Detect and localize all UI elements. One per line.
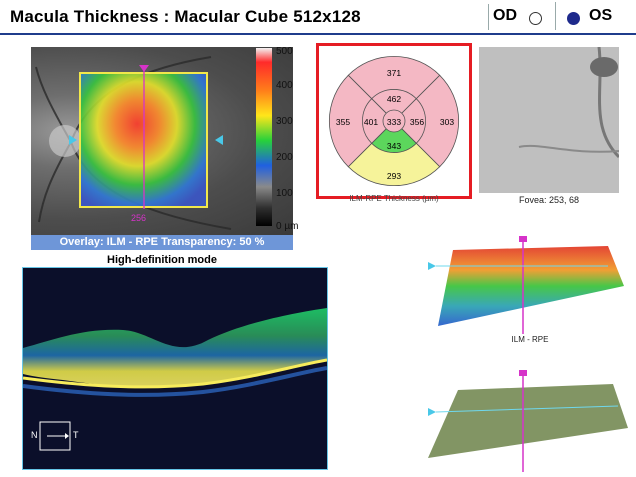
orientation-n: N — [31, 430, 38, 440]
value-outer-superior: 371 — [387, 68, 401, 78]
scale-label-100: 100 — [276, 188, 293, 199]
surface-3d-rpe-handle[interactable] — [519, 370, 527, 376]
sector-outer-superior — [347, 55, 441, 122]
scale-label-500: 500 — [276, 46, 293, 57]
fovea-dark-spot — [590, 57, 618, 77]
os-radio[interactable] — [567, 12, 580, 25]
os-label: OS — [589, 7, 613, 24]
scale-label-0: 0 µm — [276, 221, 299, 232]
surface-3d-arrow[interactable] — [428, 262, 436, 270]
scale-label-300: 300 — [276, 116, 293, 127]
bscan-image[interactable]: N T — [22, 267, 328, 470]
surface-3d-rpe-crossline — [435, 405, 619, 413]
fovea-image[interactable] — [479, 47, 619, 193]
sector-inner-nasal — [362, 98, 395, 144]
sector-center — [382, 109, 406, 133]
overlay-status-text: Overlay: ILM - RPE Transparency: 50 % — [59, 236, 265, 248]
optic-disc — [49, 125, 81, 157]
od-label: OD — [493, 7, 517, 24]
scale-label-400: 400 — [276, 80, 293, 91]
fovea-caption: Fovea: 253, 68 — [518, 195, 580, 205]
eye-divider — [555, 2, 556, 30]
scan-arrow-left[interactable] — [69, 135, 77, 145]
sector-outer-nasal — [328, 74, 395, 168]
choroid-band — [23, 366, 327, 397]
etdrs-grid: 371 355 303 293 462 401 356 343 333 — [328, 55, 460, 187]
od-radio[interactable] — [529, 12, 542, 25]
value-center: 333 — [387, 117, 401, 127]
surface-3d-graphic — [428, 236, 624, 334]
value-inner-temporal: 356 — [410, 117, 424, 127]
orientation-box — [39, 421, 71, 451]
page-title: Macula Thickness : Macular Cube 512x128 — [10, 7, 361, 26]
fundus-graphic — [35, 56, 232, 230]
header-rule — [0, 33, 636, 35]
orientation-arrowhead — [65, 433, 69, 439]
thickness-colorscale — [256, 48, 272, 226]
eye-selector: OD OS — [488, 2, 635, 30]
fovea-vessel-2 — [518, 144, 619, 153]
sector-outer-inferior — [347, 120, 441, 187]
surface-3d-rpe-arrow[interactable] — [428, 408, 436, 416]
value-inner-superior: 462 — [387, 94, 401, 104]
value-inner-inferior: 343 — [387, 141, 401, 151]
value-outer-temporal: 303 — [440, 117, 454, 127]
value-inner-nasal: 401 — [364, 117, 378, 127]
scale-label-200: 200 — [276, 152, 293, 163]
surface-3d-rpe-mesh — [428, 384, 628, 458]
scan-line-marker-top[interactable] — [139, 65, 149, 72]
sector-inner-temporal — [393, 98, 426, 144]
bscan-graphic — [23, 268, 327, 469]
sector-inner-inferior — [371, 120, 417, 153]
scan-line-index: 256 — [131, 213, 147, 223]
hd-mode-label: High-definition mode — [107, 254, 217, 266]
rpe-line — [23, 358, 327, 389]
surface-3d-rpe-graphic — [428, 370, 628, 472]
thickness-map-panel[interactable]: 371 355 303 293 462 401 356 343 333 — [316, 43, 472, 199]
surface-3d-ilm-rpe[interactable] — [428, 236, 628, 336]
orientation-t: T — [73, 430, 79, 440]
surface-3d-label: ILM - RPE — [511, 335, 549, 344]
value-outer-inferior: 293 — [387, 171, 401, 181]
scan-arrow-right[interactable] — [215, 135, 223, 145]
overlay-status-bar — [31, 235, 293, 250]
thickness-map-caption: ILM-RPE Thickness (µm) — [349, 194, 439, 203]
surface-3d-mesh — [438, 246, 624, 326]
fundus-image[interactable]: 256 — [31, 47, 293, 235]
sector-outer-temporal — [393, 74, 460, 168]
surface-3d-rpe[interactable] — [428, 368, 628, 472]
retina-layers — [23, 308, 327, 387]
surface-3d-handle[interactable] — [519, 236, 527, 242]
sector-inner-superior — [371, 89, 417, 122]
fovea-graphic — [479, 47, 619, 193]
value-outer-nasal: 355 — [336, 117, 350, 127]
